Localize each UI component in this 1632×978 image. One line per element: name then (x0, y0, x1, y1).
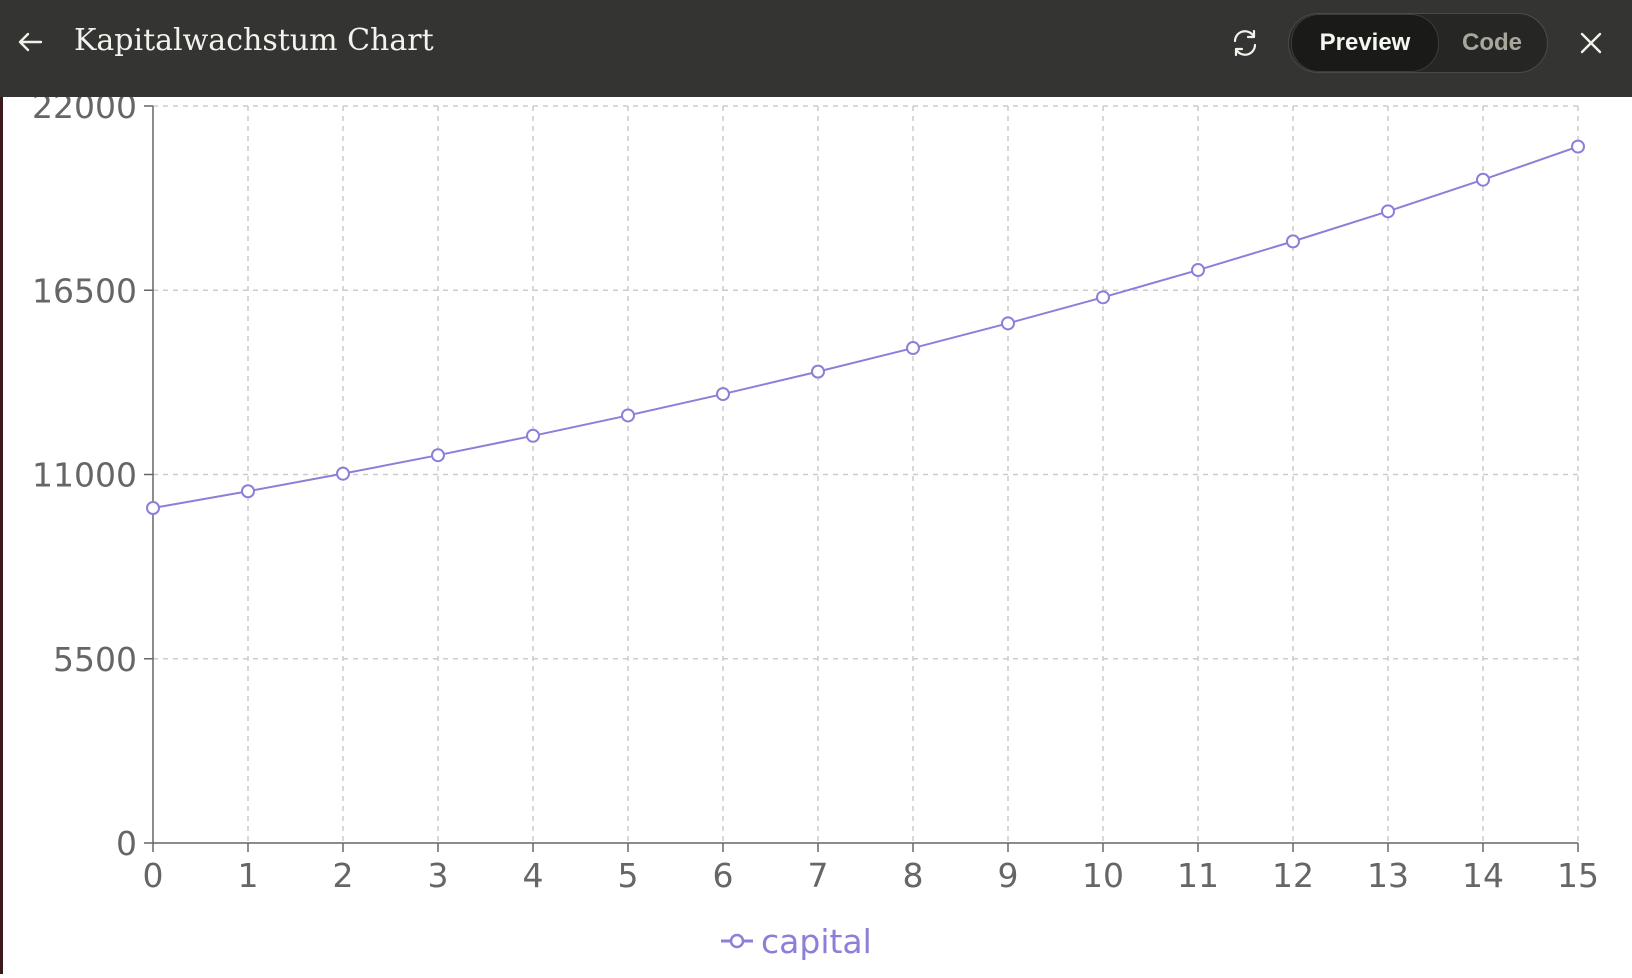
y-tick-label: 22000 (32, 97, 137, 126)
x-tick-label: 6 (713, 856, 734, 895)
x-tick-label: 2 (333, 856, 354, 895)
x-tick-label: 4 (523, 856, 544, 895)
data-point (526, 428, 540, 443)
header-bar: Kapitalwachstum Chart Preview Code (0, 0, 1632, 97)
y-tick-label: 5500 (53, 640, 137, 679)
x-tick-label: 12 (1272, 856, 1314, 895)
x-tick-label: 14 (1462, 856, 1504, 895)
x-tick-label: 5 (618, 856, 639, 895)
data-point (1001, 316, 1015, 331)
window-edge (0, 97, 3, 974)
tab-code[interactable]: Code (1462, 29, 1522, 56)
tab-preview[interactable]: Preview (1291, 14, 1439, 72)
legend-marker-dot (729, 933, 745, 949)
x-tick-label: 11 (1177, 856, 1219, 895)
data-point (1476, 172, 1490, 187)
refresh-button[interactable] (1226, 24, 1264, 62)
data-point (811, 364, 825, 379)
x-tick-label: 7 (808, 856, 829, 895)
page-title: Kapitalwachstum Chart (74, 23, 434, 58)
y-tick-label: 11000 (32, 456, 137, 495)
data-point (146, 501, 160, 515)
data-point (431, 448, 445, 463)
data-point (716, 387, 730, 402)
data-point (241, 484, 255, 499)
x-tick-label: 13 (1367, 856, 1409, 895)
data-point (1571, 139, 1585, 154)
x-tick-label: 1 (238, 856, 259, 895)
data-point (906, 341, 920, 356)
close-icon (1580, 32, 1602, 54)
close-button[interactable] (1572, 24, 1610, 62)
data-point (1286, 234, 1300, 249)
x-tick-label: 3 (428, 856, 449, 895)
x-tick-label: 0 (143, 856, 164, 895)
legend-label: capital (761, 922, 872, 961)
data-point (336, 466, 350, 481)
data-point (621, 408, 635, 423)
x-tick-label: 8 (903, 856, 924, 895)
x-tick-label: 10 (1082, 856, 1124, 895)
series-line-capital (152, 145, 1579, 509)
x-tick-label: 15 (1557, 856, 1599, 895)
refresh-icon (1233, 29, 1257, 57)
data-point (1381, 204, 1395, 219)
arrow-left-icon (18, 32, 43, 52)
x-tick-label: 9 (998, 856, 1019, 895)
y-tick-label: 16500 (32, 271, 137, 310)
chart-area: 0 5500 11000 16500 22000 0 1 2 3 4 5 6 7 8 9 10 11 12 13 14… (3, 87, 1632, 974)
data-point (1191, 263, 1205, 278)
view-toggle: Preview Code (1288, 13, 1548, 73)
y-tick-label: 0 (116, 824, 137, 863)
back-button[interactable] (12, 24, 48, 60)
data-point (1096, 290, 1110, 305)
